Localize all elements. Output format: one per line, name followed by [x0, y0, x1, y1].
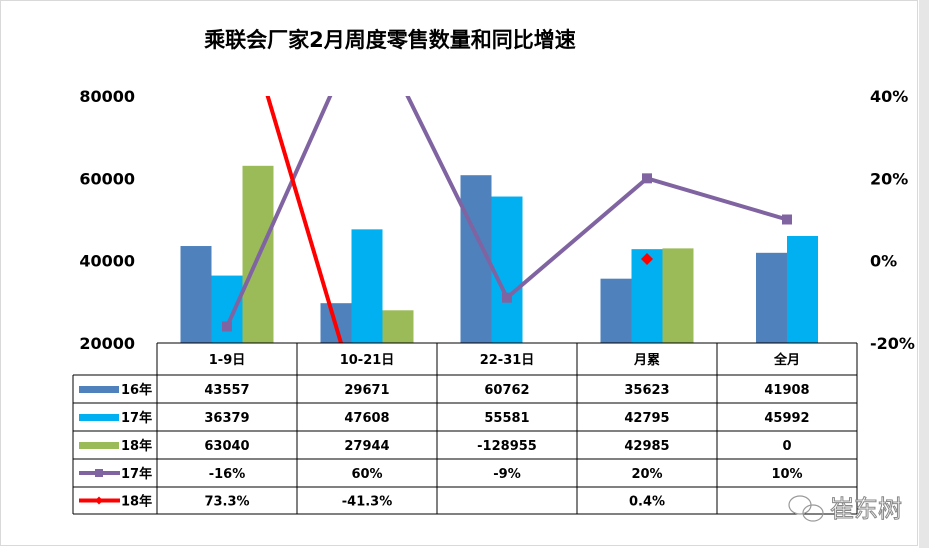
left-tick-label: 20000	[79, 334, 135, 353]
table-cell: 36379	[204, 411, 249, 426]
table-cell: -9%	[493, 467, 520, 482]
chart-title: 乘联会厂家2月周度零售数量和同比增速	[203, 28, 576, 52]
table-cell: 55581	[484, 411, 529, 426]
legend-label: 18年	[121, 494, 152, 510]
marker-17年	[362, 9, 372, 19]
table-cell: 29671	[344, 383, 389, 398]
watermark-text: 崔东树	[830, 495, 902, 523]
legend-marker	[95, 496, 103, 505]
table-cell: 60762	[484, 383, 529, 398]
legend-swatch-16年	[79, 386, 119, 393]
bar-16年	[600, 278, 632, 343]
table-cell: 35623	[624, 383, 669, 398]
bar-17年	[351, 229, 383, 343]
legend-label: 18年	[121, 438, 152, 454]
left-axis: 20000 40000 60000 80000	[79, 87, 135, 353]
wechat-icon	[788, 495, 824, 522]
legend-marker	[95, 469, 103, 477]
left-tick-label: 60000	[79, 169, 135, 188]
table-cell: 73.3%	[204, 495, 249, 510]
table-cell: 41908	[764, 383, 809, 398]
left-tick-label: 80000	[79, 87, 135, 106]
line-18年	[265, 96, 344, 343]
bar-17年	[787, 235, 818, 343]
table-cell: 42985	[624, 439, 669, 454]
table-cell: 45992	[764, 411, 809, 426]
bar-16年	[180, 246, 212, 343]
category-label: 月累	[633, 352, 660, 368]
lines	[222, 9, 792, 343]
legend-label: 17年	[121, 410, 152, 426]
table-cell: 0	[782, 439, 791, 454]
left-tick-label: 40000	[79, 252, 135, 271]
table-cell: 0.4%	[629, 495, 665, 510]
right-tick-label: 0%	[870, 252, 897, 271]
table-cell: 63040	[204, 439, 249, 454]
category-label: 22-31日	[480, 353, 535, 368]
table-cell: 10%	[771, 467, 802, 482]
category-label: 1-9日	[209, 353, 246, 368]
table-cell: 42795	[624, 411, 669, 426]
table-cell: 43557	[204, 383, 249, 398]
marker-17年	[642, 173, 652, 184]
table-cell: 27944	[344, 439, 389, 454]
bar-18年	[382, 310, 414, 343]
bar-18年	[662, 248, 694, 343]
right-tick-label: 20%	[870, 169, 908, 188]
bar-17年	[491, 196, 523, 343]
table-cell: -128955	[477, 439, 537, 454]
category-label: 10-21日	[340, 353, 395, 368]
bars	[180, 165, 818, 343]
legend-swatch-18年	[79, 442, 119, 449]
table-cell: 60%	[351, 467, 382, 482]
bar-17年	[211, 275, 243, 343]
marker-17年	[222, 321, 232, 332]
bar-16年	[756, 252, 787, 343]
table-cell: -41.3%	[342, 495, 393, 510]
marker-17年	[782, 214, 792, 225]
legend-swatch-17年	[79, 414, 119, 421]
table-cell: 47608	[344, 411, 389, 426]
category-label: 全月	[773, 352, 800, 368]
marker-17年	[502, 292, 512, 303]
table-cell: -16%	[209, 467, 246, 482]
legend-label: 17年	[121, 466, 152, 482]
data-table: 1-9日 10-21日 22-31日 月累 全月 16年 43557 29671 60762 35…	[72, 342, 858, 515]
right-axis: -20% 0% 20% 40%	[870, 87, 915, 353]
right-tick-label: -20%	[870, 334, 915, 353]
scrollbar[interactable]	[919, 0, 929, 548]
right-tick-label: 40%	[870, 87, 908, 106]
marker-18年	[641, 253, 653, 266]
watermark: 崔东树	[788, 495, 903, 524]
legend-label: 16年	[121, 382, 152, 398]
table-cell: 20%	[631, 467, 662, 482]
